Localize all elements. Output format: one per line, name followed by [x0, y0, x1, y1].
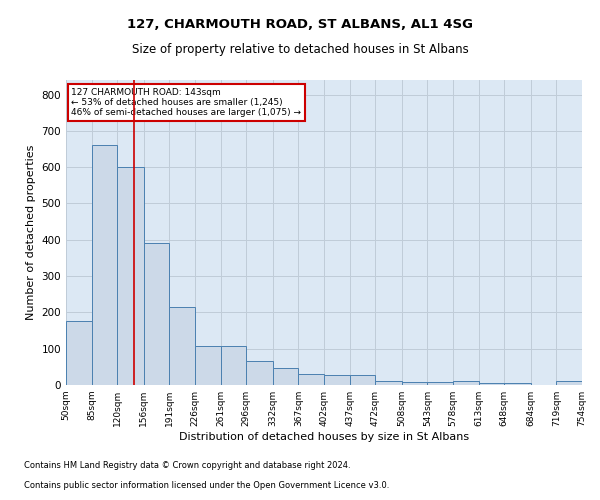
- Bar: [350, 375, 376, 385]
- Bar: [272, 368, 298, 385]
- Y-axis label: Number of detached properties: Number of detached properties: [26, 145, 36, 320]
- Bar: [401, 382, 427, 385]
- Bar: [221, 346, 247, 385]
- Text: Distribution of detached houses by size in St Albans: Distribution of detached houses by size …: [179, 432, 469, 442]
- Bar: [92, 146, 118, 385]
- Bar: [143, 244, 169, 385]
- Bar: [169, 307, 195, 385]
- Bar: [195, 346, 221, 385]
- Bar: [247, 362, 272, 385]
- Bar: [298, 374, 324, 385]
- Bar: [479, 383, 505, 385]
- Text: Contains public sector information licensed under the Open Government Licence v3: Contains public sector information licen…: [24, 481, 389, 490]
- Text: 127 CHARMOUTH ROAD: 143sqm
← 53% of detached houses are smaller (1,245)
46% of s: 127 CHARMOUTH ROAD: 143sqm ← 53% of deta…: [71, 88, 301, 118]
- Bar: [118, 167, 143, 385]
- Bar: [505, 383, 530, 385]
- Text: Size of property relative to detached houses in St Albans: Size of property relative to detached ho…: [131, 42, 469, 56]
- Bar: [556, 382, 582, 385]
- Bar: [427, 382, 453, 385]
- Bar: [453, 382, 479, 385]
- Bar: [376, 382, 401, 385]
- Bar: [324, 375, 350, 385]
- Text: 127, CHARMOUTH ROAD, ST ALBANS, AL1 4SG: 127, CHARMOUTH ROAD, ST ALBANS, AL1 4SG: [127, 18, 473, 30]
- Bar: [66, 322, 92, 385]
- Text: Contains HM Land Registry data © Crown copyright and database right 2024.: Contains HM Land Registry data © Crown c…: [24, 461, 350, 470]
